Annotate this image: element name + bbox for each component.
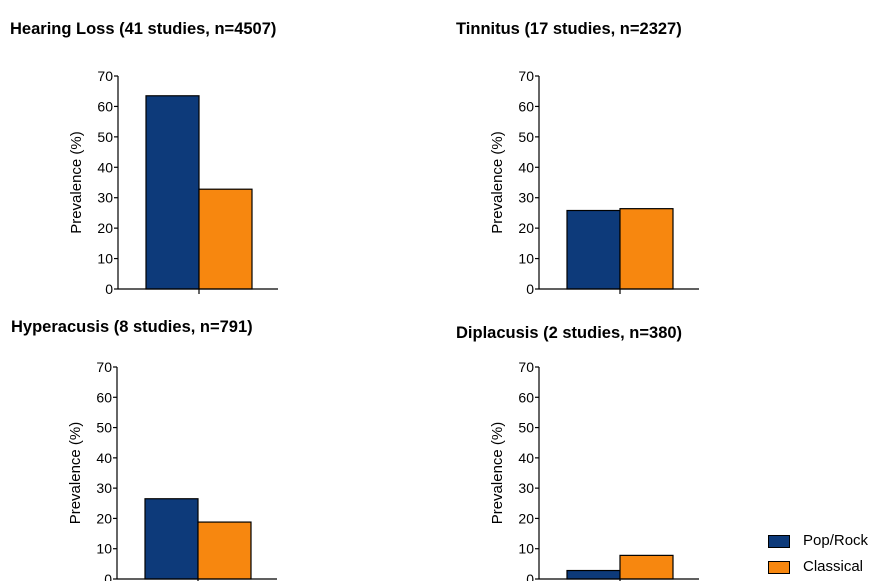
legend-swatch-pop-rock bbox=[768, 534, 790, 548]
y-tick-label: 10 bbox=[96, 541, 112, 557]
y-axis-label: Prevalence (%) bbox=[68, 131, 85, 234]
legend-swatch-classical bbox=[768, 560, 790, 574]
legend-item-classical: Classical bbox=[768, 558, 868, 576]
y-tick-label: 0 bbox=[526, 281, 534, 297]
chart-panel-1: Hearing Loss (41 studies, n=4507) 0 10 20 30… bbox=[10, 20, 278, 297]
y-tick-label: 40 bbox=[96, 450, 112, 466]
y-tick-label: 40 bbox=[518, 159, 534, 175]
y-axis-label: Prevalence (%) bbox=[67, 422, 84, 525]
chart-title: Diplacusis (2 studies, n=380) bbox=[456, 324, 682, 342]
y-tick-label: 70 bbox=[518, 359, 534, 375]
legend: Pop/Rock Classical bbox=[768, 532, 868, 584]
y-tick-label: 50 bbox=[518, 420, 534, 436]
chart-panel-2: Tinnitus (17 studies, n=2327) 0 10 20 30 40 50… bbox=[456, 20, 699, 297]
y-tick-label: 0 bbox=[104, 571, 112, 581]
chart-title: Tinnitus (17 studies, n=2327) bbox=[456, 20, 682, 38]
y-tick-label: 30 bbox=[96, 480, 112, 496]
bar-classical bbox=[197, 521, 252, 580]
y-tick-label: 60 bbox=[96, 389, 112, 405]
y-tick-label: 30 bbox=[518, 480, 534, 496]
y-tick-label: 20 bbox=[96, 510, 112, 526]
y-tick-label: 70 bbox=[97, 68, 113, 84]
y-tick-label: 10 bbox=[518, 541, 534, 557]
y-tick-label: 60 bbox=[518, 389, 534, 405]
bar-classical bbox=[619, 554, 674, 580]
y-tick-label: 20 bbox=[518, 220, 534, 236]
y-tick-label: 10 bbox=[518, 251, 534, 267]
y-tick-label: 30 bbox=[97, 190, 113, 206]
y-tick-label: 20 bbox=[97, 220, 113, 236]
chart-title: Hearing Loss (41 studies, n=4507) bbox=[10, 20, 276, 38]
legend-label-classical: Classical bbox=[803, 558, 864, 575]
y-tick-label: 70 bbox=[518, 68, 534, 84]
bar-pop-rock bbox=[144, 498, 199, 580]
bar-classical bbox=[198, 188, 253, 290]
y-tick-label: 30 bbox=[518, 190, 534, 206]
y-tick-label: 0 bbox=[526, 571, 534, 581]
y-tick-label: 40 bbox=[518, 450, 534, 466]
bar-classical bbox=[619, 208, 674, 290]
y-tick-label: 20 bbox=[518, 510, 534, 526]
legend-item-pop-rock: Pop/Rock bbox=[768, 532, 868, 550]
y-tick-label: 60 bbox=[97, 98, 113, 114]
bar-pop-rock bbox=[566, 209, 621, 290]
y-tick-label: 10 bbox=[97, 251, 113, 267]
chart-panel-4: Diplacusis (2 studies, n=380) 0 10 20 30 40 50… bbox=[456, 324, 699, 581]
chart-panel-3: Hyperacusis (8 studies, n=791) 0 10 20 30 40 5… bbox=[11, 318, 277, 581]
y-axis-label: Prevalence (%) bbox=[489, 131, 506, 234]
y-tick-label: 50 bbox=[97, 129, 113, 145]
y-tick-label: 50 bbox=[518, 129, 534, 145]
y-tick-label: 70 bbox=[96, 359, 112, 375]
y-axis-label: Prevalence (%) bbox=[489, 422, 506, 525]
y-tick-label: 40 bbox=[97, 159, 113, 175]
bar-pop-rock bbox=[145, 95, 200, 290]
legend-label-pop-rock: Pop/Rock bbox=[803, 532, 869, 549]
y-tick-label: 50 bbox=[96, 420, 112, 436]
y-tick-label: 60 bbox=[518, 98, 534, 114]
chart-title: Hyperacusis (8 studies, n=791) bbox=[11, 318, 253, 336]
bar-pop-rock bbox=[566, 569, 621, 580]
y-tick-label: 0 bbox=[105, 281, 113, 297]
